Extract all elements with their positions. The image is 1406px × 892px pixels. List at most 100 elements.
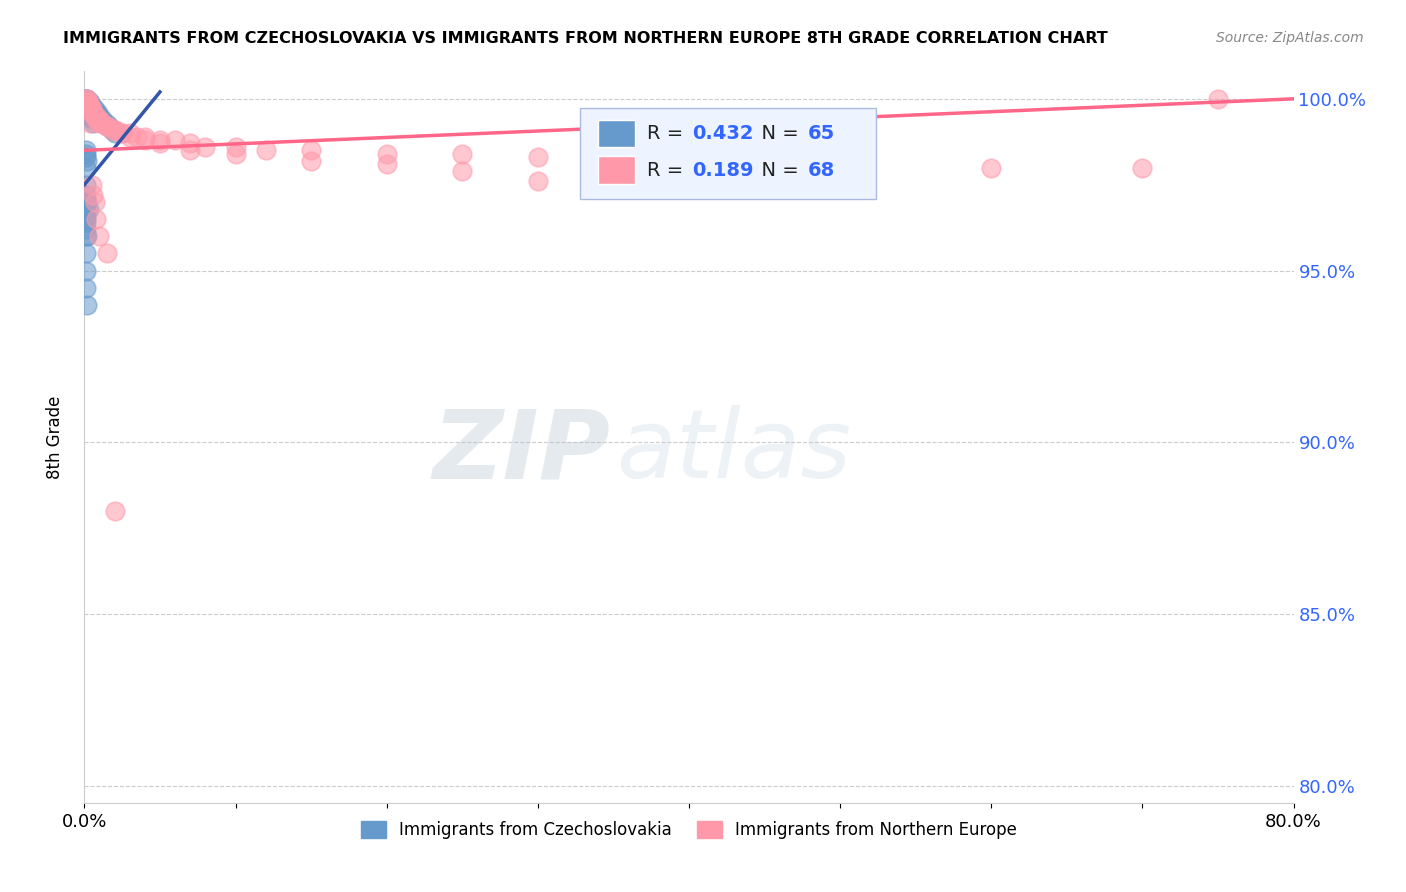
Point [79, 116, 101, 130]
Point [79, 98, 101, 112]
Point [89, 229, 111, 244]
Point [75, 178, 97, 192]
Point [194, 140, 217, 154]
Point [225, 140, 247, 154]
Point [82, 105, 104, 120]
Point [96, 120, 118, 134]
FancyBboxPatch shape [599, 120, 634, 147]
Point [77, 95, 100, 110]
Point [111, 126, 134, 140]
Point [89, 109, 111, 123]
Point [76, 105, 98, 120]
Point [75, 144, 97, 158]
Point [76, 153, 98, 168]
Point [100, 122, 122, 136]
Point [84, 102, 107, 116]
Point [75, 92, 97, 106]
Point [80, 102, 103, 116]
Point [75, 209, 97, 223]
Point [118, 126, 141, 140]
FancyBboxPatch shape [599, 156, 634, 184]
Point [127, 129, 149, 144]
Point [96, 246, 118, 260]
Text: N =: N = [749, 161, 806, 179]
Point [77, 102, 100, 116]
Point [77, 202, 100, 216]
Point [80, 112, 103, 127]
Point [980, 161, 1002, 175]
Point [89, 116, 111, 130]
Point [76, 95, 98, 110]
Text: N =: N = [749, 124, 806, 143]
Point [76, 95, 98, 110]
Point [75, 212, 97, 227]
Point [75, 98, 97, 112]
Point [104, 126, 127, 140]
Point [149, 136, 172, 151]
Point [375, 157, 398, 171]
Point [75, 222, 97, 236]
Point [118, 129, 141, 144]
Point [80, 105, 103, 120]
Point [75, 263, 97, 277]
Point [299, 153, 322, 168]
Point [134, 133, 156, 147]
Text: 0.432: 0.432 [693, 124, 754, 143]
Point [86, 212, 108, 227]
Text: 68: 68 [807, 161, 835, 179]
Point [104, 504, 127, 518]
Point [75, 102, 97, 116]
Text: IMMIGRANTS FROM CZECHOSLOVAKIA VS IMMIGRANTS FROM NORTHERN EUROPE 8TH GRADE CORR: IMMIGRANTS FROM CZECHOSLOVAKIA VS IMMIGR… [63, 31, 1108, 46]
Point [75, 215, 97, 229]
Point [80, 178, 103, 192]
Point [134, 129, 156, 144]
Point [149, 133, 172, 147]
Point [79, 102, 101, 116]
Point [75, 92, 97, 106]
Point [830, 157, 852, 171]
Point [76, 98, 98, 112]
Point [80, 102, 103, 116]
Point [82, 188, 104, 202]
Text: 0.189: 0.189 [693, 161, 754, 179]
Point [75, 188, 97, 202]
Point [602, 150, 624, 164]
Point [76, 92, 98, 106]
Point [299, 144, 322, 158]
Point [75, 161, 97, 175]
Text: Source: ZipAtlas.com: Source: ZipAtlas.com [1216, 31, 1364, 45]
Point [82, 102, 104, 116]
Point [97, 120, 120, 134]
Point [527, 174, 550, 188]
Point [179, 136, 201, 151]
Point [77, 105, 100, 120]
Point [82, 105, 104, 120]
Text: 65: 65 [807, 124, 835, 143]
Point [75, 194, 97, 209]
Point [87, 109, 110, 123]
FancyBboxPatch shape [581, 108, 876, 200]
Point [79, 98, 101, 112]
Point [86, 109, 108, 123]
Point [91, 116, 114, 130]
Point [96, 120, 118, 134]
Point [678, 153, 700, 168]
Point [451, 164, 474, 178]
Point [75, 95, 97, 110]
Text: atlas: atlas [616, 405, 852, 499]
Point [76, 298, 98, 312]
Point [89, 112, 111, 127]
Point [90, 112, 112, 127]
Text: R =: R = [647, 161, 689, 179]
Point [76, 92, 98, 106]
Point [84, 105, 107, 120]
Point [76, 98, 98, 112]
Point [75, 246, 97, 260]
Point [225, 146, 247, 161]
Point [82, 116, 104, 130]
Point [104, 122, 127, 136]
Point [84, 109, 107, 123]
Point [1130, 161, 1153, 175]
Point [75, 281, 97, 295]
Point [1206, 92, 1229, 106]
